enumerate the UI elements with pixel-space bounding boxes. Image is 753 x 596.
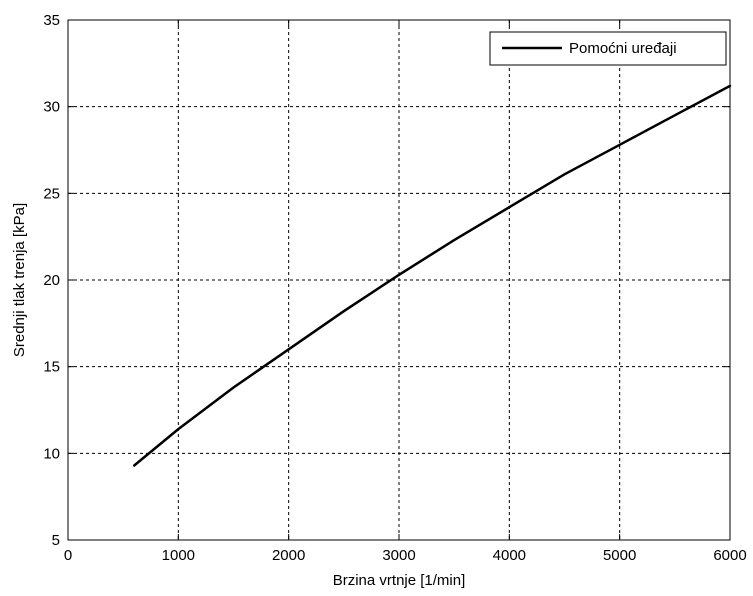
- y-tick-label: 5: [52, 532, 60, 549]
- series-layer: [132, 84, 732, 467]
- x-tick-label: 6000: [713, 547, 746, 564]
- y-tick-label: 15: [43, 359, 60, 376]
- x-tick-label: 0: [64, 547, 72, 564]
- x-tick-label: 2000: [272, 547, 305, 564]
- grid-lines: [68, 20, 730, 540]
- y-tick-label: 25: [43, 185, 60, 202]
- y-tick-label: 30: [43, 99, 60, 116]
- y-tick-label: 20: [43, 272, 60, 289]
- x-tick-label: 3000: [382, 547, 415, 564]
- legend-label: Pomoćni uređaji: [569, 40, 677, 57]
- y-tick-label: 35: [43, 12, 60, 29]
- y-tick-label: 10: [43, 445, 60, 462]
- y-axis-label: Srednji tlak trenja [kPa]: [11, 203, 28, 357]
- y-axis-ticks: 5 10 15 20 25 30 35: [43, 12, 730, 549]
- x-tick-label: 1000: [162, 547, 195, 564]
- x-tick-label: 4000: [493, 547, 526, 564]
- x-tick-label: 5000: [603, 547, 636, 564]
- series-line-0: [132, 84, 732, 467]
- legend: Pomoćni uređaji: [489, 31, 727, 66]
- x-axis-ticks: 0 1000 2000 3000 4000 5000 6000: [64, 20, 747, 564]
- x-axis-label: Brzina vrtnje [1/min]: [333, 572, 466, 589]
